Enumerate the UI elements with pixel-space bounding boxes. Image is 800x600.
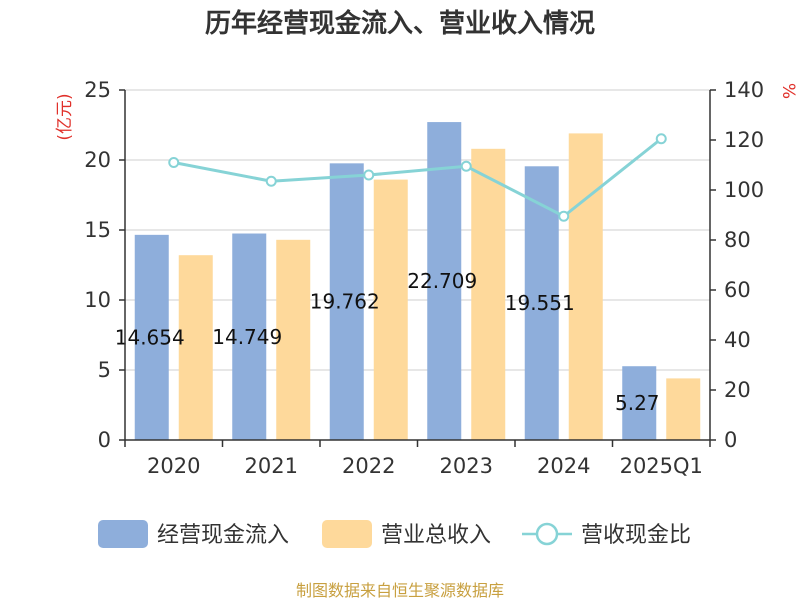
legend-marker bbox=[535, 522, 559, 546]
ratio-point bbox=[558, 210, 570, 222]
ratio-line bbox=[168, 133, 667, 222]
bar-经营现金流入 bbox=[329, 163, 364, 440]
x-tick-label: 2021 bbox=[245, 454, 298, 478]
legend-label: 营收现金比 bbox=[581, 523, 691, 548]
bars bbox=[134, 122, 701, 441]
axes: 0 5 10 15 20 25 0 20 40 60 80 100 120 140 2020 2021 2022… bbox=[84, 78, 764, 478]
left-tick-label: 10 bbox=[84, 288, 111, 312]
x-tick-label: 2022 bbox=[342, 454, 395, 478]
right-tick-label: 140 bbox=[724, 78, 764, 102]
left-tick-label: 25 bbox=[84, 78, 111, 102]
ratio-point bbox=[655, 133, 667, 145]
bar-营业总收入 bbox=[568, 133, 603, 440]
left-tick-label: 15 bbox=[84, 218, 111, 242]
bar-经营现金流入 bbox=[134, 234, 169, 440]
left-tick-label: 5 bbox=[98, 358, 111, 382]
ratio-point bbox=[363, 169, 375, 181]
right-tick-label: 60 bbox=[724, 278, 751, 302]
x-tick-label: 2020 bbox=[147, 454, 200, 478]
legend-label: 营业总收入 bbox=[381, 523, 491, 548]
ratio-point bbox=[265, 175, 277, 187]
ratio-point bbox=[460, 160, 472, 172]
right-tick-label: 120 bbox=[724, 128, 764, 152]
ratio-line-path bbox=[173, 137, 663, 219]
legend-swatch bbox=[322, 520, 372, 548]
legend-swatch bbox=[98, 520, 148, 548]
chart-title: 历年经营现金流入、营业收入情况 bbox=[205, 8, 595, 39]
grid bbox=[125, 89, 710, 371]
bar-经营现金流入 bbox=[622, 366, 657, 440]
bar-经营现金流入 bbox=[232, 233, 267, 440]
data-label: 14.749 bbox=[212, 325, 282, 349]
right-tick-label: 100 bbox=[724, 178, 764, 202]
source-note: 制图数据来自恒生聚源数据库 bbox=[296, 581, 504, 600]
bar-经营现金流入 bbox=[427, 122, 462, 440]
data-labels: 14.654 14.749 19.762 22.709 19.551 5.27 bbox=[115, 269, 660, 415]
data-label: 19.762 bbox=[310, 290, 380, 314]
right-tick-label: 40 bbox=[724, 328, 751, 352]
ratio-point bbox=[168, 157, 180, 168]
bar-营业总收入 bbox=[178, 255, 213, 440]
right-axis-unit: % bbox=[778, 83, 798, 99]
legend-label: 经营现金流入 bbox=[157, 523, 289, 548]
right-tick-label: 80 bbox=[724, 228, 751, 252]
bar-营业总收入 bbox=[471, 148, 506, 441]
data-label: 19.551 bbox=[505, 291, 575, 315]
x-tick-label: 2023 bbox=[440, 454, 493, 478]
legend: 经营现金流入 营业总收入 营收现金比 bbox=[98, 520, 691, 548]
right-tick-label: 20 bbox=[724, 378, 751, 402]
x-tick-label: 2024 bbox=[537, 454, 590, 478]
left-tick-label: 0 bbox=[98, 428, 111, 452]
left-axis-unit: (亿元) bbox=[55, 93, 75, 140]
bar-营业总收入 bbox=[666, 378, 701, 440]
data-label: 22.709 bbox=[407, 269, 477, 293]
x-tick-label: 2025Q1 bbox=[620, 454, 703, 478]
data-label: 5.27 bbox=[615, 391, 660, 415]
bar-营业总收入 bbox=[373, 179, 408, 440]
left-tick-label: 20 bbox=[84, 148, 111, 172]
data-label: 14.654 bbox=[115, 325, 185, 349]
bar-营业总收入 bbox=[276, 239, 311, 440]
right-tick-label: 0 bbox=[724, 428, 737, 452]
